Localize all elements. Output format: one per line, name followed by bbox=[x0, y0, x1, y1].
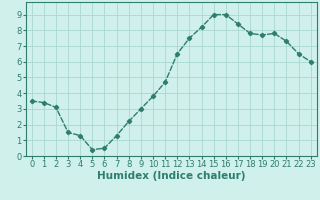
X-axis label: Humidex (Indice chaleur): Humidex (Indice chaleur) bbox=[97, 171, 245, 181]
